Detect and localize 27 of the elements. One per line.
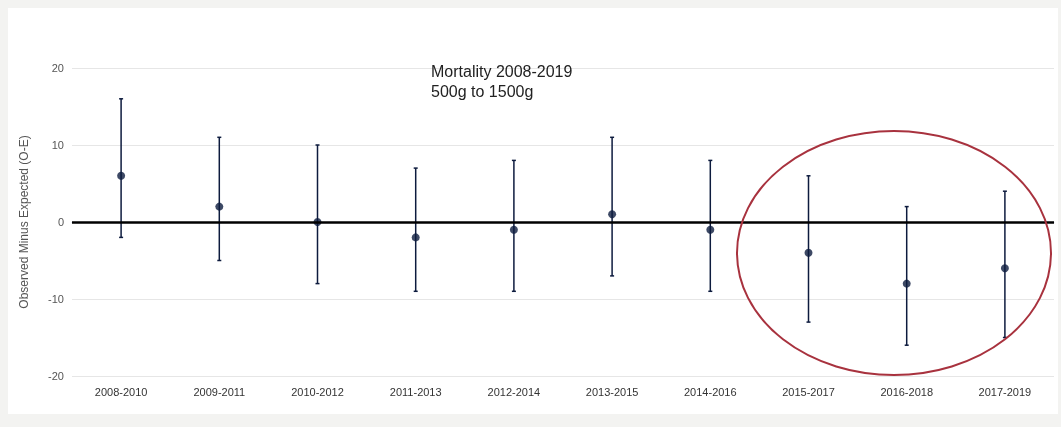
text: 500g to 1500g xyxy=(431,82,534,100)
point xyxy=(1000,264,1009,273)
x-tick-label: 2013-2015 xyxy=(585,385,639,398)
x-tick-label: 2008-2010 xyxy=(94,385,148,398)
y-tick-label: 0 xyxy=(57,216,64,228)
y-tick-label: 10 xyxy=(51,139,64,151)
x-tick-label: 2012-2014 xyxy=(487,385,541,398)
point xyxy=(608,210,617,219)
x-tick-label: 2011-2013 xyxy=(389,385,442,398)
x-tick-label: 2010-2012 xyxy=(291,385,344,398)
point xyxy=(804,248,813,257)
point xyxy=(411,233,420,242)
point xyxy=(215,202,224,211)
chart-title: Mortality 2008-2019 xyxy=(431,62,573,80)
x-tick-label: 2009-2011 xyxy=(193,385,246,398)
point xyxy=(706,225,715,234)
y-axis-title: Observed Minus Expected (O-E) xyxy=(17,135,31,309)
x-tick-label: 2014-2016 xyxy=(684,385,737,398)
point xyxy=(117,171,126,180)
point xyxy=(902,279,911,288)
x-tick-label: 2017-2019 xyxy=(978,385,1032,398)
x-tick-label: 2015-2017 xyxy=(782,385,835,398)
x-tick-label: 2016-2018 xyxy=(880,385,933,398)
y-tick-label: 20 xyxy=(51,62,64,74)
y-tick-label: -10 xyxy=(48,293,64,305)
y-tick-label: -20 xyxy=(48,370,64,382)
point xyxy=(509,225,518,234)
